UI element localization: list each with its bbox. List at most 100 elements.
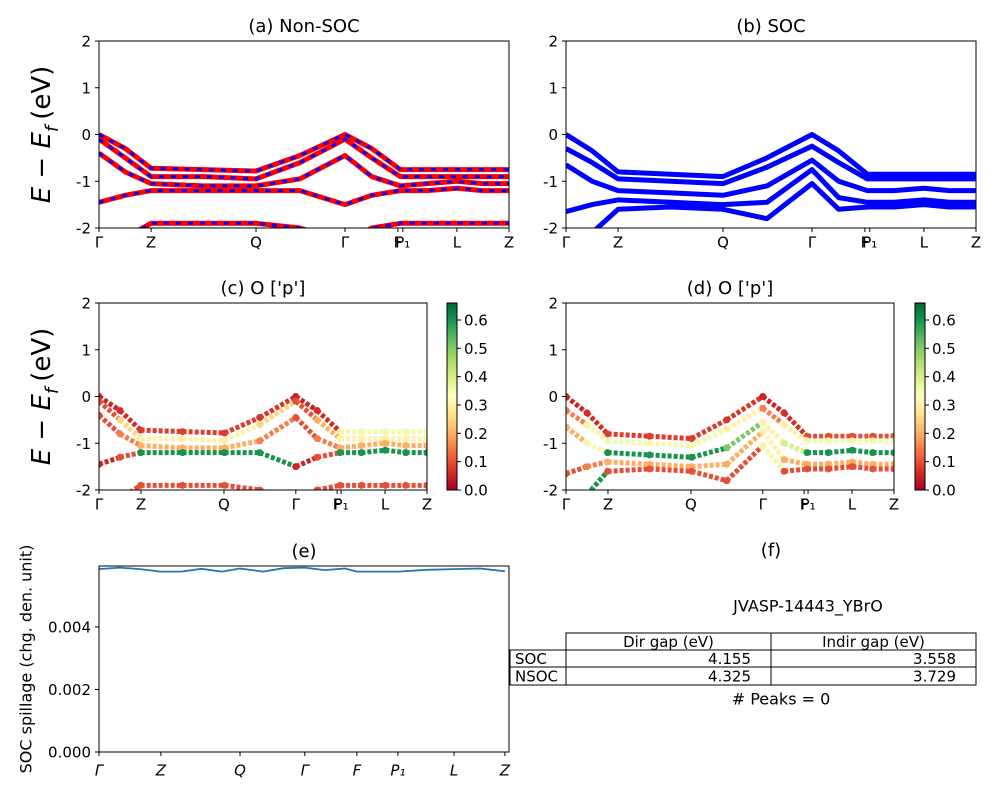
band-point [336,435,344,443]
colorbar-tick-label: 0.6 [464,312,488,330]
table-value: 3.558 [913,650,956,668]
x-tick-label: L [453,234,462,252]
band-point [566,407,570,415]
axes-frame [98,40,510,229]
band-point [137,442,145,450]
band-segment [585,422,610,443]
band-segment [118,431,142,448]
x-tick-label: Q [685,496,697,514]
axes-frame [98,565,510,753]
band-point [357,442,365,450]
x-tick-label: Q [218,496,230,514]
x-tick-label: L [848,496,857,514]
band-segment [316,450,341,460]
band-point [336,481,344,489]
band-segment [649,461,692,470]
band-point [313,407,321,415]
x-tick-label: Γ [301,762,311,780]
band-segment [725,429,765,467]
colorbar-tick-label: 0.1 [464,453,488,471]
panel: (a) Non-SOC E − Ef (eV) -2 -1 0 1 2 Γ Z Q Γ FP₁ L Z [27,16,515,252]
band-segment [691,461,727,470]
band-point [759,442,767,450]
band-segment [761,420,786,446]
y-tick-label: 1 [548,79,558,97]
band-point [723,477,731,485]
band-point [99,411,103,419]
band-segment [182,429,225,436]
band-segment [99,394,122,413]
band-point [759,418,767,426]
x-tick-label: F [800,496,809,514]
band-point [179,428,187,436]
band-segment [690,468,728,484]
band-point [116,430,124,438]
panel: (e) SOC spillage (chg. den. unit) 0.000 0.0… [17,541,511,780]
band-segment [294,399,319,422]
band-point [292,397,300,405]
x-tick-label: F [353,762,362,780]
band-point [423,428,427,436]
band-point [890,437,894,445]
band-point [583,409,591,417]
y-tick-label: -1 [76,173,91,191]
band-point [313,486,321,490]
band-segment [761,394,786,415]
y-tick-label: 2 [81,295,91,313]
band-point [256,486,264,490]
table-footer: # Peaks = 0 [732,690,831,709]
band-point [357,449,365,457]
band-point [604,430,612,438]
y-axis-label: E − Ef (eV) [27,328,63,466]
band-segment [607,438,650,446]
x-tick-label: Q [717,234,729,252]
x-tick-label: Z [136,496,146,514]
band-point [688,453,696,461]
band-segment [99,413,122,436]
band-segment [782,422,809,443]
band-line [566,143,976,187]
band-segment [690,445,728,460]
x-tick-label: Z [603,496,613,514]
band-segment [690,426,728,448]
band-segment [585,411,610,436]
band-point [824,465,832,473]
x-tick-label: P₁ [801,496,816,514]
band-point [423,449,427,457]
band-segment [649,440,692,449]
y-tick-label: -2 [76,482,91,500]
band-segment [607,450,650,458]
band-point [780,439,788,447]
panel-title: (d) O ['p'] [687,278,773,299]
y-tick-label: 0.004 [48,618,91,636]
band-segment [259,487,267,490]
band-segment [828,447,853,456]
y-tick-label: -1 [543,173,558,191]
band-point [890,449,894,457]
band-point [824,449,832,457]
x-tick-label: Z [889,496,899,514]
x-tick-label: Γ [95,762,105,780]
band-point [646,465,654,473]
table-cell [770,666,977,686]
band-segment [223,422,261,444]
x-tick-label: Γ [292,496,301,514]
band-line-dashed [99,151,509,188]
band-point [116,416,124,424]
colorbar-tick-label: 0.6 [932,312,956,330]
band-segment [566,464,588,477]
y-label-part: (eV) [27,328,57,382]
band-segment [828,464,853,472]
band-point [313,453,321,461]
band-point [759,393,767,400]
band-point [583,439,591,447]
band-segment [566,424,589,446]
column-header: Dir gap (eV) [623,633,714,651]
band-segment [140,443,183,451]
x-tick-label: Z [155,762,167,780]
band-segment [586,459,609,470]
colorbar-tick-label: 0.0 [932,482,956,500]
band-segment [294,454,319,469]
x-tick-label: Z [504,234,514,252]
y-tick-label: -1 [76,435,91,453]
